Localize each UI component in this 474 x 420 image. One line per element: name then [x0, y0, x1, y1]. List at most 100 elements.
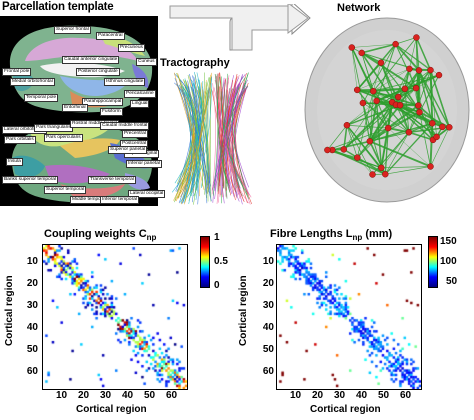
network-node	[378, 164, 385, 172]
network-node	[382, 170, 389, 178]
fiber-tract	[184, 72, 202, 203]
region-label: Inferior temporal	[100, 196, 139, 204]
network-node	[427, 163, 434, 170]
x-tick: 50	[378, 390, 390, 401]
network-node	[433, 133, 440, 141]
network-edge	[357, 127, 389, 158]
coupling-y-ticks: 10 20 30 40 50 60	[20, 240, 38, 390]
region-label: Banks superior temporal	[2, 176, 58, 184]
network-node	[353, 86, 361, 94]
network-node	[358, 49, 365, 57]
network-edge	[373, 88, 405, 92]
network-edge	[357, 89, 399, 98]
x-tick: 30	[334, 390, 346, 401]
network-node	[413, 34, 420, 41]
network-title: Network	[337, 2, 381, 14]
y-tick: 50	[26, 344, 38, 355]
fiber-tract	[204, 81, 209, 195]
region-label: Inferior parietal	[126, 160, 162, 168]
network-edge	[362, 43, 396, 104]
coupling-matrix-plot	[42, 244, 188, 390]
network-node	[366, 138, 374, 145]
fibre-y-label: Cortical region	[238, 275, 249, 346]
network-edge	[408, 131, 434, 141]
network-node	[354, 154, 361, 161]
fiber-tract	[175, 76, 197, 202]
network-edge	[415, 37, 420, 71]
network-edge	[369, 122, 433, 143]
network-edge	[376, 43, 397, 102]
region-label: Isthmus cingulate	[104, 78, 146, 86]
network-edge	[430, 127, 450, 167]
network-node	[373, 97, 380, 105]
network-edge	[343, 100, 377, 150]
network-edge	[399, 87, 417, 106]
network-image	[300, 10, 474, 210]
flow-arrow	[169, 4, 311, 51]
fiber-tracts	[171, 71, 252, 205]
fiber-tract	[192, 82, 197, 197]
network-node	[429, 120, 436, 127]
x-tick: 30	[100, 390, 112, 401]
fiber-tract	[220, 91, 250, 199]
fiber-tract	[225, 86, 249, 197]
fiber-tract	[173, 72, 209, 190]
region-label: Precuneus	[118, 44, 145, 52]
y-tick: 50	[262, 344, 274, 355]
region-label: Fusiform	[100, 108, 123, 116]
network-edge	[372, 37, 417, 92]
fiber-tract	[186, 76, 212, 198]
parcellation-panel: Frontal pole Medial orbitofrontal Caudal…	[0, 16, 166, 206]
fiber-tract	[211, 83, 216, 195]
network-edge	[418, 70, 450, 128]
fiber-tract	[231, 83, 245, 203]
network-edge	[357, 68, 410, 91]
region-label: Posterior cingulate	[76, 68, 120, 76]
network-edge	[415, 37, 432, 71]
network-node	[377, 59, 385, 66]
y-tick: 60	[26, 366, 38, 377]
fibre-matrix-plot	[276, 244, 422, 390]
x-tick: 50	[144, 390, 156, 401]
coupling-title-subscript: np	[146, 233, 157, 243]
y-tick: 20	[262, 278, 274, 289]
coupling-x-label: Cortical region	[76, 404, 147, 415]
region-label: Cuneus	[136, 58, 157, 66]
x-tick: 10	[56, 390, 68, 401]
x-tick: 40	[122, 390, 134, 401]
network-edge	[381, 132, 410, 168]
network-edge	[395, 43, 417, 89]
colorbar-tick: 1	[214, 232, 220, 243]
fiber-tract	[188, 72, 205, 201]
fiber-tract	[180, 80, 207, 198]
network-node	[384, 124, 392, 132]
region-label: Parahippocampal	[82, 98, 124, 106]
region-label: Superior parietal	[108, 146, 148, 154]
region-label: Pars orbitalis	[4, 136, 36, 144]
fiber-tract	[192, 84, 208, 204]
fiber-tract	[182, 85, 193, 187]
coupling-title-text: Coupling weights C	[44, 228, 147, 240]
network-node	[405, 129, 413, 136]
network-node	[435, 71, 443, 79]
network-edge	[404, 69, 431, 90]
network-edge	[346, 124, 382, 169]
network-edge	[387, 111, 420, 129]
y-tick: 10	[262, 256, 274, 267]
network-edge	[395, 37, 417, 45]
y-tick: 40	[26, 322, 38, 333]
fiber-tract	[183, 88, 200, 200]
y-tick: 10	[26, 256, 38, 267]
fiber-tract	[184, 72, 213, 205]
network-edge	[419, 112, 431, 167]
y-tick: 30	[26, 300, 38, 311]
network-edge	[404, 68, 411, 89]
network-edge	[395, 104, 438, 138]
network-edge	[381, 166, 431, 169]
network-node	[416, 108, 423, 116]
network-node	[395, 93, 402, 101]
region-label: Transverse temporal	[88, 176, 136, 184]
region-label: Pars triangularis	[34, 124, 73, 132]
network-edge	[346, 125, 373, 175]
network-node	[348, 44, 356, 51]
